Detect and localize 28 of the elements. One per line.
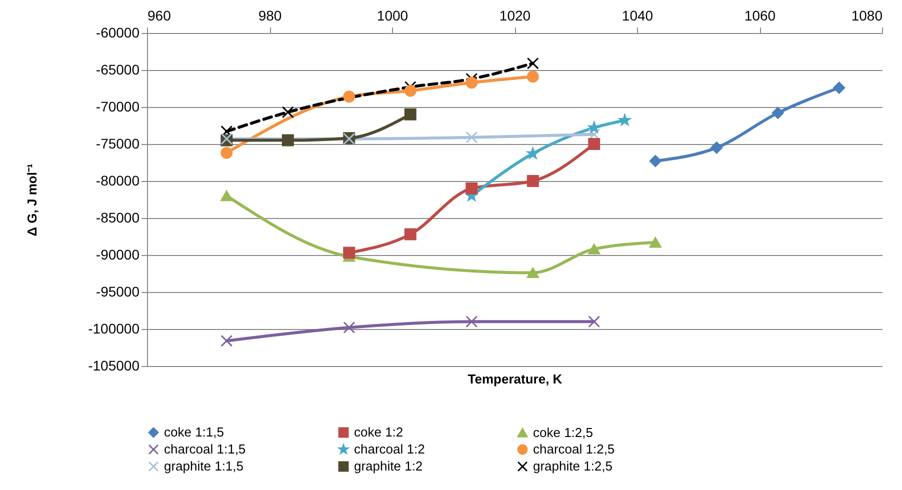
y-tick-label: -100000 bbox=[88, 320, 140, 336]
x-tick-label: 960 bbox=[148, 8, 172, 24]
legend-label: graphite 1:2 bbox=[354, 458, 423, 474]
legend-label: coke 1:2 bbox=[354, 424, 404, 440]
legend-label: charcoal 1:2 bbox=[354, 442, 425, 456]
y-tick-label: -65000 bbox=[96, 62, 140, 78]
x-tick-label: 980 bbox=[258, 8, 282, 24]
y-tick-label: -70000 bbox=[96, 98, 140, 114]
x-tick-label: 1060 bbox=[744, 8, 776, 24]
x-tick-label: 1080 bbox=[851, 8, 883, 24]
y-tick-label: -60000 bbox=[96, 24, 140, 40]
legend-label: graphite 1:2,5 bbox=[533, 458, 613, 474]
y-tick-label: -95000 bbox=[96, 284, 140, 300]
legend-label: coke 1:1,5 bbox=[164, 424, 224, 440]
y-tick-label: -85000 bbox=[96, 210, 140, 226]
legend-label: charcoal 1:2,5 bbox=[533, 442, 615, 456]
legend-label: coke 1:2,5 bbox=[533, 424, 593, 440]
x-tick-label: 1020 bbox=[499, 8, 531, 24]
x-tick-label: 1000 bbox=[376, 8, 408, 24]
y-tick-label: -80000 bbox=[96, 172, 140, 188]
y-tick-label: -75000 bbox=[96, 136, 140, 152]
legend-label: graphite 1:1,5 bbox=[164, 458, 244, 474]
x-axis-title: Temperature, K bbox=[468, 372, 563, 386]
legend-label: charcoal 1:1,5 bbox=[164, 442, 246, 456]
y-tick-label: -105000 bbox=[88, 358, 140, 374]
y-tick-label: -90000 bbox=[96, 246, 140, 262]
y-axis-title: Δ G, J mol⁻¹ bbox=[24, 164, 40, 236]
x-tick-label: 1040 bbox=[622, 8, 654, 24]
